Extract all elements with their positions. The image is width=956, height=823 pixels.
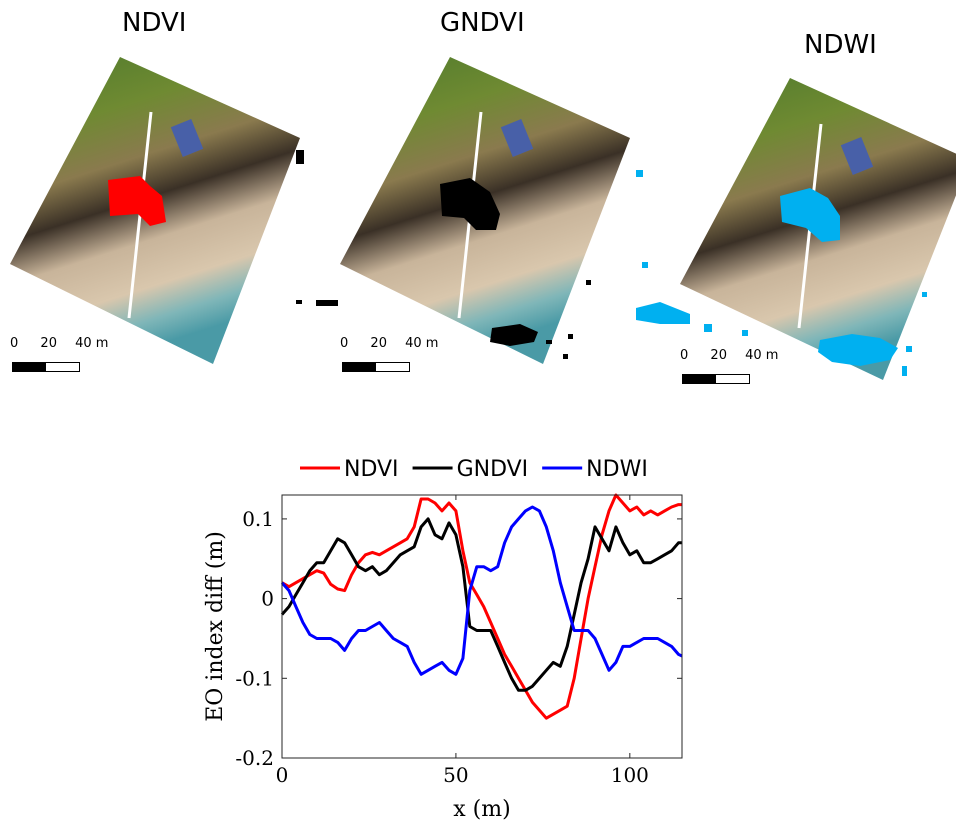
legend-label: GNDVI (457, 457, 529, 482)
scale-bar-graphic (12, 362, 80, 372)
aerial-image-gndvi (340, 57, 630, 364)
x-axis-label: x (m) (453, 797, 510, 822)
legend-label: NDWI (586, 457, 648, 482)
series-line-ndwi (280, 505, 683, 676)
legend-entry-ndwi: NDWI (542, 457, 648, 482)
scale-label-0: 0 (10, 336, 19, 351)
scale-bar-graphic (682, 374, 750, 384)
legend-entry-ndvi: NDVI (300, 457, 399, 482)
scale-label-0: 0 (680, 348, 689, 363)
x-tick-label: 50 (443, 763, 468, 787)
scale-label-20: 20 (40, 336, 57, 351)
y-tick-label: 0.1 (242, 507, 274, 531)
x-tick-label: 0 (276, 763, 289, 787)
legend-entry-gndvi: GNDVI (412, 457, 529, 482)
scale-label-40m: 40 m (745, 348, 779, 363)
scale-label-40m: 40 m (75, 336, 109, 351)
panel-title-ndvi: NDVI (122, 8, 187, 38)
y-tick-label: -0.1 (235, 666, 274, 690)
y-tick-label: 0 (261, 587, 274, 611)
line-chart: NDVI GNDVI NDWI 0 50 100 -0.2 -0.1 0 0.1 x (m) E… (203, 457, 683, 822)
gndvi-change-overlay (440, 178, 500, 230)
plot-frame (281, 494, 683, 759)
legend-label: NDVI (344, 457, 399, 482)
chart-legend: NDVI GNDVI NDWI (300, 457, 648, 482)
ndvi-change-overlay (108, 176, 166, 226)
image-panels: NDVI GNDVI NDWI (10, 8, 956, 384)
y-axis-label: EO index diff (m) (203, 531, 228, 722)
series-line-ndvi (281, 493, 682, 720)
y-tick-label: -0.2 (235, 746, 274, 770)
scale-label-0: 0 (340, 336, 349, 351)
panel-title-gndvi: GNDVI (440, 8, 525, 38)
series-line-gndvi (280, 517, 682, 692)
aerial-image-ndvi (10, 57, 338, 364)
scale-label-40m: 40 m (405, 336, 439, 351)
aerial-images (10, 57, 956, 380)
ndwi-change-overlay (780, 188, 840, 242)
chart-axes: 0 50 100 -0.2 -0.1 0 0.1 (235, 494, 683, 787)
scale-label-20: 20 (710, 348, 727, 363)
plot-area (280, 493, 683, 720)
scale-bar-graphic (342, 362, 410, 372)
x-tick-label: 100 (611, 763, 649, 787)
aerial-image-ndwi (636, 78, 956, 380)
scale-label-20: 20 (370, 336, 387, 351)
panel-title-ndwi: NDWI (804, 30, 877, 60)
